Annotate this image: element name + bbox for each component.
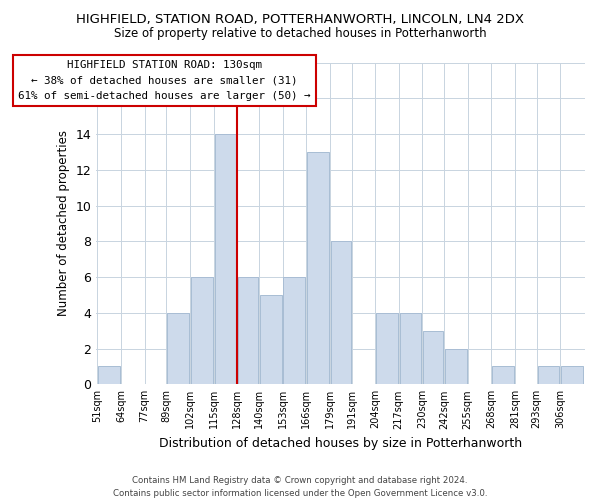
Bar <box>400 313 421 384</box>
X-axis label: Distribution of detached houses by size in Potterhanworth: Distribution of detached houses by size … <box>159 437 522 450</box>
Bar <box>331 242 350 384</box>
Bar <box>167 313 189 384</box>
Text: Size of property relative to detached houses in Potterhanworth: Size of property relative to detached ho… <box>113 28 487 40</box>
Bar <box>423 330 443 384</box>
Y-axis label: Number of detached properties: Number of detached properties <box>57 130 70 316</box>
Bar <box>215 134 236 384</box>
Text: HIGHFIELD, STATION ROAD, POTTERHANWORTH, LINCOLN, LN4 2DX: HIGHFIELD, STATION ROAD, POTTERHANWORTH,… <box>76 12 524 26</box>
Bar <box>238 277 258 384</box>
Text: HIGHFIELD STATION ROAD: 130sqm
← 38% of detached houses are smaller (31)
61% of : HIGHFIELD STATION ROAD: 130sqm ← 38% of … <box>19 60 311 101</box>
Bar <box>561 366 583 384</box>
Bar <box>260 295 281 384</box>
Text: Contains HM Land Registry data © Crown copyright and database right 2024.
Contai: Contains HM Land Registry data © Crown c… <box>113 476 487 498</box>
Bar <box>307 152 329 384</box>
Bar <box>538 366 559 384</box>
Bar <box>445 348 467 384</box>
Bar <box>283 277 305 384</box>
Bar <box>98 366 120 384</box>
Bar <box>492 366 514 384</box>
Bar <box>191 277 212 384</box>
Bar <box>376 313 398 384</box>
